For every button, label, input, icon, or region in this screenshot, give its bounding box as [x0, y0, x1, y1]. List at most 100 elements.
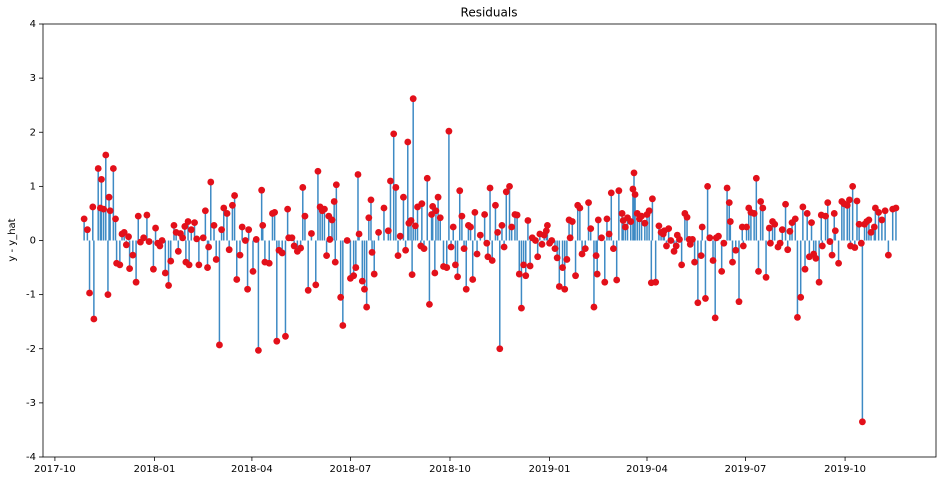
x-tick-label: 2019-10 — [824, 464, 866, 475]
marker — [502, 188, 510, 196]
marker — [255, 346, 262, 354]
marker — [301, 212, 309, 220]
marker — [494, 228, 502, 236]
marker — [170, 221, 178, 229]
marker — [252, 236, 260, 243]
x-tick-label: 2018-07 — [330, 464, 372, 475]
y-tick-label: 1 — [30, 181, 36, 192]
marker — [711, 314, 719, 322]
marker — [786, 227, 794, 235]
marker — [223, 210, 231, 217]
marker — [452, 261, 459, 269]
marker — [299, 184, 307, 191]
marker — [460, 245, 468, 253]
marker — [469, 276, 477, 283]
marker — [613, 276, 621, 284]
y-tick-label: 0 — [30, 236, 36, 247]
marker — [122, 241, 130, 249]
marker — [392, 184, 400, 191]
marker — [218, 226, 226, 234]
y-tick-label: -1 — [26, 290, 36, 301]
marker — [184, 218, 192, 225]
marker — [884, 251, 892, 259]
marker — [126, 265, 133, 273]
marker — [522, 272, 530, 280]
marker — [831, 227, 839, 235]
marker — [776, 239, 784, 247]
marker — [204, 264, 211, 271]
marker — [561, 285, 569, 293]
marker — [610, 245, 617, 253]
marker — [191, 219, 198, 227]
marker — [326, 236, 334, 243]
marker — [390, 130, 398, 138]
marker — [236, 251, 244, 259]
marker — [757, 198, 765, 205]
marker — [835, 259, 842, 267]
marker — [278, 249, 286, 257]
marker — [508, 223, 516, 231]
x-tick-label: 2019-04 — [626, 464, 668, 475]
marker — [245, 226, 253, 234]
marker — [462, 285, 470, 293]
marker — [458, 212, 466, 220]
marker — [559, 264, 566, 271]
marker — [402, 246, 410, 254]
marker — [167, 257, 175, 265]
marker — [354, 171, 362, 178]
marker — [109, 165, 117, 172]
marker — [363, 303, 371, 311]
marker — [621, 223, 629, 231]
marker — [794, 313, 801, 321]
marker — [486, 184, 494, 192]
marker — [743, 223, 750, 231]
marker — [506, 182, 513, 190]
marker — [375, 228, 382, 236]
marker — [365, 214, 373, 222]
marker — [627, 218, 635, 225]
marker — [587, 225, 595, 232]
marker — [853, 197, 861, 205]
marker — [498, 221, 506, 229]
marker — [476, 231, 484, 239]
marker — [83, 226, 91, 234]
marker — [629, 185, 637, 193]
marker — [394, 252, 402, 260]
marker — [534, 253, 542, 261]
marker — [331, 258, 339, 266]
marker — [199, 234, 207, 242]
x-tick-label: 2018-01 — [134, 464, 176, 475]
marker — [304, 286, 312, 294]
marker — [396, 232, 404, 240]
marker — [355, 230, 363, 238]
marker — [145, 238, 153, 245]
marker — [400, 193, 407, 201]
marker — [443, 264, 451, 271]
marker — [515, 270, 523, 278]
marker — [704, 182, 712, 190]
marker — [665, 225, 673, 232]
marker — [467, 223, 474, 231]
marker — [694, 299, 702, 307]
marker — [258, 186, 266, 194]
marker — [343, 237, 351, 244]
marker — [454, 273, 461, 281]
marker — [778, 226, 786, 234]
marker — [174, 247, 182, 255]
marker — [90, 315, 98, 323]
marker — [566, 234, 574, 242]
marker — [672, 242, 680, 250]
marker — [791, 215, 799, 223]
marker — [187, 226, 195, 234]
marker — [179, 234, 187, 242]
marker — [548, 237, 556, 244]
marker — [323, 252, 330, 260]
marker — [799, 203, 807, 211]
x-tick-label: 2019-01 — [529, 464, 571, 475]
marker — [553, 254, 561, 262]
y-tick-label: -4 — [26, 452, 36, 463]
marker — [532, 237, 539, 244]
plot-area — [80, 95, 900, 426]
marker — [641, 219, 649, 227]
marker — [706, 234, 714, 242]
